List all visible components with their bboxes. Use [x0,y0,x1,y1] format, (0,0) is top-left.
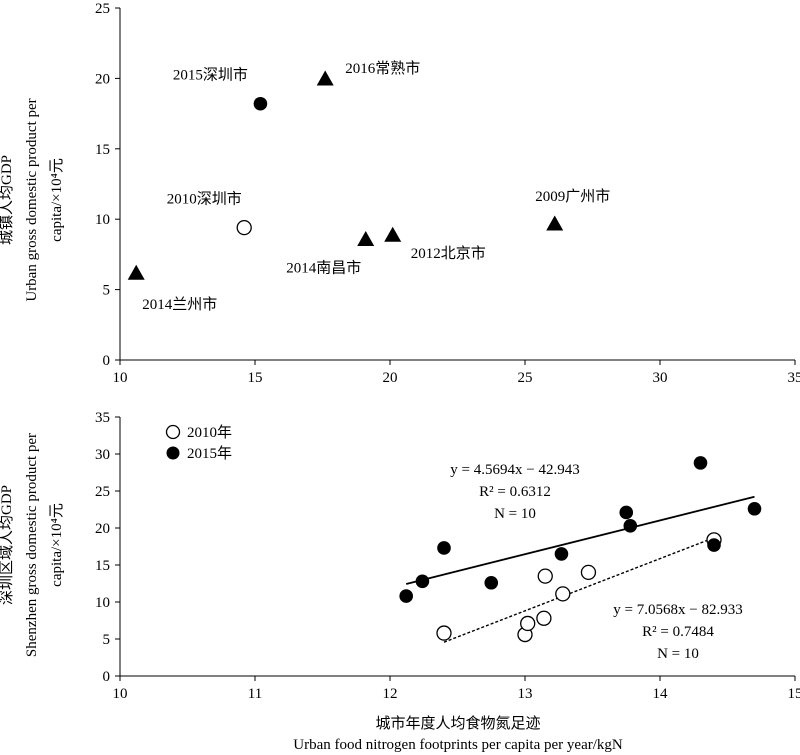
bottom-axes [115,416,796,681]
point-2010 [520,615,536,632]
bottom-xlabel-line-2: Urban food nitrogen footprints per capit… [293,737,623,753]
bottom-trendlines [405,495,755,643]
point-2010 [537,568,553,584]
top-y-tick-label: 5 [103,283,111,299]
top-y-tick-label: 15 [95,142,110,158]
top-point-label: 2010深圳市 [167,191,242,208]
equation-2015-formula: y = 4.5694x − 42.943 [450,462,579,478]
top-y-tick-label: 10 [95,212,110,228]
top-y-tick-label: 0 [103,353,111,369]
bottom-y-tick-label: 25 [95,484,110,500]
top-point [253,96,268,111]
bottom-y-tick-label: 30 [95,447,110,463]
legend-marker-2015 [166,446,180,460]
legend-label-2015: 2015年 [187,445,232,462]
top-point-label: 2009广州市 [535,188,610,205]
point-2015 [693,456,708,470]
top-x-tick-label: 35 [788,370,800,386]
point-2015 [484,575,499,590]
point-2015 [619,505,634,520]
bottom-y-tick-label: 35 [95,410,110,426]
point-2010 [536,610,552,626]
top-y-tick-label: 25 [95,1,110,17]
bottom-x-tick-label: 13 [518,686,533,702]
trendline-2010 [443,537,715,643]
bottom-y-tick-label: 15 [95,558,110,574]
top-x-tick-label: 20 [383,370,398,386]
bottom-tick-labels: 10 11 12 13 14 15 0 5 10 15 20 25 30 35 [95,410,800,702]
top-point-label: 2014南昌市 [286,259,361,276]
top-point-label: 2016常熟市 [345,60,420,77]
bottom-points [399,456,762,643]
point-2010 [555,586,571,602]
top-ylabel-line-2: Urban gross domestic product per [24,98,40,301]
top-ylabel-line-3: capita/×10⁴元 [49,158,65,242]
point-2015 [437,541,451,555]
top-point [384,226,402,242]
equation-2015: y = 4.5694x − 42.943 R² = 0.6312 N = 10 [450,462,579,522]
bottom-x-tick-label: 10 [113,686,128,702]
equation-2015-n: N = 10 [494,506,536,522]
equation-2010-n: N = 10 [657,646,699,662]
point-2015 [707,538,721,552]
bottom-y-tick-label: 0 [103,669,111,685]
top-point-label: 2014兰州市 [142,296,217,313]
top-point-label: 2012北京市 [411,245,486,262]
bottom-y-tick-label: 20 [95,521,110,537]
top-x-tick-label: 10 [113,370,128,386]
bottom-y-tick-label: 10 [95,595,110,611]
top-point [127,264,145,280]
bottom-x-tick-label: 14 [653,686,669,702]
legend-label-2010: 2010年 [187,424,232,441]
point-2010 [580,564,597,581]
legend: 2010年 2015年 [165,424,232,462]
equation-2010-formula: y = 7.0568x − 82.933 [613,602,742,618]
top-point-labels: 2015深圳市 2016常熟市 2010深圳市 2009广州市 2014南昌市 2012北… [142,60,610,313]
bottom-panel: 10 11 12 13 14 15 0 5 10 15 20 25 30 35 2010年 2015年 y… [0,410,800,753]
top-point [236,219,252,236]
top-x-tick-label: 30 [653,370,668,386]
top-y-tick-label: 20 [95,71,110,87]
top-x-tick-label: 25 [518,370,533,386]
bottom-ylabel-line-1: 深圳区域人均GDP [0,485,15,605]
point-2015 [415,574,430,589]
bottom-xlabel-line-1: 城市年度人均食物氮足迹 [375,715,540,732]
bottom-ylabel-line-3: capita/×10⁴元 [49,503,65,587]
bottom-x-tick-label: 11 [248,686,262,702]
point-2015 [554,547,569,561]
top-ylabel-line-1: 城镇人均GDP [0,155,15,245]
point-2015 [399,589,414,603]
top-point [357,231,375,247]
top-point-label: 2015深圳市 [173,67,248,84]
bottom-x-tick-label: 15 [788,686,800,702]
equation-2010: y = 7.0568x − 82.933 R² = 0.7484 N = 10 [613,602,742,662]
point-2015 [747,501,762,516]
top-point [546,215,564,231]
top-axes [115,7,796,365]
top-tick-labels: 10 15 20 25 30 35 0 5 10 15 20 25 [95,1,800,386]
equation-2010-r2: R² = 0.7484 [642,624,714,640]
top-x-tick-label: 15 [248,370,263,386]
point-2010 [436,625,452,641]
bottom-ylabel-line-2: Shenzhen gross domestic product per [24,433,40,657]
bottom-y-tick-label: 5 [103,632,111,648]
equation-2015-r2: R² = 0.6312 [479,484,551,500]
bottom-x-tick-label: 12 [383,686,398,702]
point-2015 [623,518,638,533]
top-point [316,70,334,86]
legend-marker-2010 [165,424,181,440]
top-points [127,70,564,280]
trendline-2015 [405,495,755,585]
